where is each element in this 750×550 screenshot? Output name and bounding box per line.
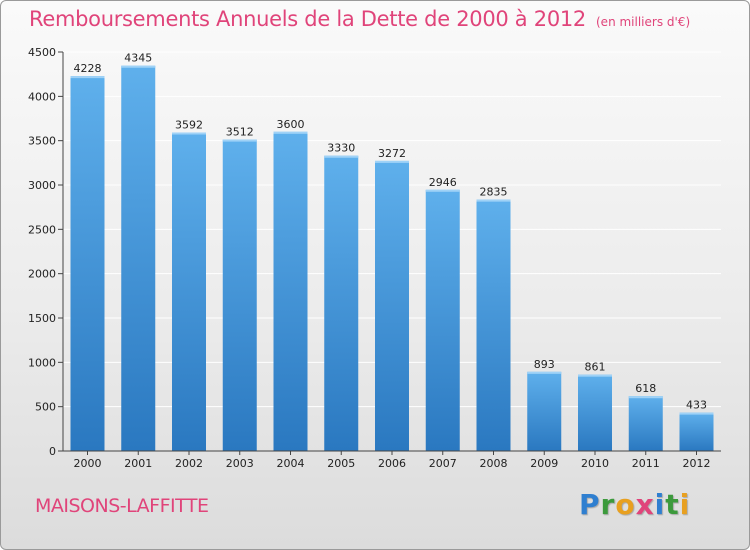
data-label-2011: 618 — [635, 382, 656, 395]
y-tick-label: 4500 — [28, 46, 56, 59]
logo-letter: x — [635, 488, 655, 521]
data-label-2002: 3592 — [175, 119, 203, 132]
y-tick-label: 4000 — [28, 90, 56, 103]
bar-highlight — [578, 374, 612, 377]
bar-2006[interactable] — [375, 160, 409, 451]
bar-highlight — [324, 155, 359, 158]
bar-2007[interactable] — [425, 189, 460, 451]
bar-2004[interactable] — [273, 131, 308, 452]
bar-2005[interactable] — [324, 155, 359, 452]
x-tick-label: 2005 — [327, 457, 355, 470]
data-label-2009: 893 — [534, 358, 555, 371]
x-tick-label: 2011 — [632, 457, 660, 470]
bar-highlight — [375, 160, 409, 163]
bar-2008[interactable] — [476, 199, 511, 451]
bar-2002[interactable] — [172, 132, 206, 451]
x-tick-label: 2012 — [683, 457, 711, 470]
y-tick-label: 2500 — [28, 223, 56, 236]
bar-highlight — [679, 412, 714, 415]
bar-2011[interactable] — [628, 396, 663, 451]
data-label-2012: 433 — [686, 399, 707, 412]
x-tick-label: 2003 — [226, 457, 254, 470]
y-tick-label: 1500 — [28, 312, 56, 325]
y-tick-label: 3500 — [28, 135, 56, 148]
x-tick-label: 2006 — [378, 457, 406, 470]
y-tick-label: 2000 — [28, 268, 56, 281]
data-label-2004: 3600 — [277, 118, 305, 131]
data-labels: 4228 4345 3592 3512 3600 3330 3272 2946 2835 893 8… — [74, 52, 708, 412]
chart-title-text: Remboursements Annuels de la Dette de 20… — [29, 7, 586, 31]
logo-letter: r — [600, 488, 616, 521]
proxiti-logo[interactable]: Proxiti — [579, 488, 690, 521]
data-label-2003: 3512 — [226, 126, 254, 139]
data-label-2006: 3272 — [378, 147, 406, 160]
bar-2012[interactable] — [679, 412, 714, 451]
logo-letter: P — [579, 488, 601, 521]
x-tick-label: 2008 — [480, 457, 508, 470]
data-label-2010: 861 — [585, 361, 606, 374]
bar-highlight — [273, 131, 308, 134]
chart-title: Remboursements Annuels de la Dette de 20… — [29, 7, 690, 31]
bars — [70, 65, 714, 452]
city-name: MAISONS-LAFFITTE — [35, 495, 209, 517]
x-tick-label: 2009 — [530, 457, 558, 470]
bar-2000[interactable] — [70, 76, 105, 451]
data-label-2000: 4228 — [74, 62, 102, 75]
bar-highlight — [425, 189, 460, 192]
bar-highlight — [70, 76, 105, 79]
bar-2003[interactable] — [222, 139, 257, 451]
data-label-2005: 3330 — [327, 142, 355, 155]
axes: 0 500 1000 1500 2000 2500 3000 3500 4000 4500 2000… — [28, 46, 721, 470]
bar-2009[interactable] — [527, 371, 562, 451]
logo-letter: i — [679, 488, 691, 521]
x-tick-label: 2007 — [429, 457, 457, 470]
x-tick-label: 2000 — [74, 457, 102, 470]
bar-2010[interactable] — [578, 374, 612, 451]
chart-subtitle: (en milliers d'€) — [596, 15, 691, 29]
x-tick-label: 2010 — [581, 457, 609, 470]
x-tick-label: 2001 — [124, 457, 152, 470]
logo-letter: t — [665, 488, 680, 521]
bar-highlight — [222, 139, 257, 142]
y-tick-label: 1000 — [28, 356, 56, 369]
x-tick-label: 2002 — [175, 457, 203, 470]
y-tick-label: 3000 — [28, 179, 56, 192]
data-label-2001: 4345 — [124, 52, 152, 65]
data-label-2007: 2946 — [429, 176, 457, 189]
x-tick-label: 2004 — [277, 457, 305, 470]
bar-2001[interactable] — [121, 65, 156, 451]
y-tick-label: 500 — [35, 401, 56, 414]
bar-highlight — [172, 132, 206, 135]
logo-letter: i — [654, 488, 666, 521]
logo-letter: o — [615, 488, 636, 521]
data-label-2008: 2835 — [480, 186, 508, 199]
bar-highlight — [527, 371, 562, 374]
y-tick-label: 0 — [49, 445, 56, 458]
bar-highlight — [121, 65, 156, 68]
bar-highlight — [476, 199, 511, 202]
bar-highlight — [628, 396, 663, 399]
